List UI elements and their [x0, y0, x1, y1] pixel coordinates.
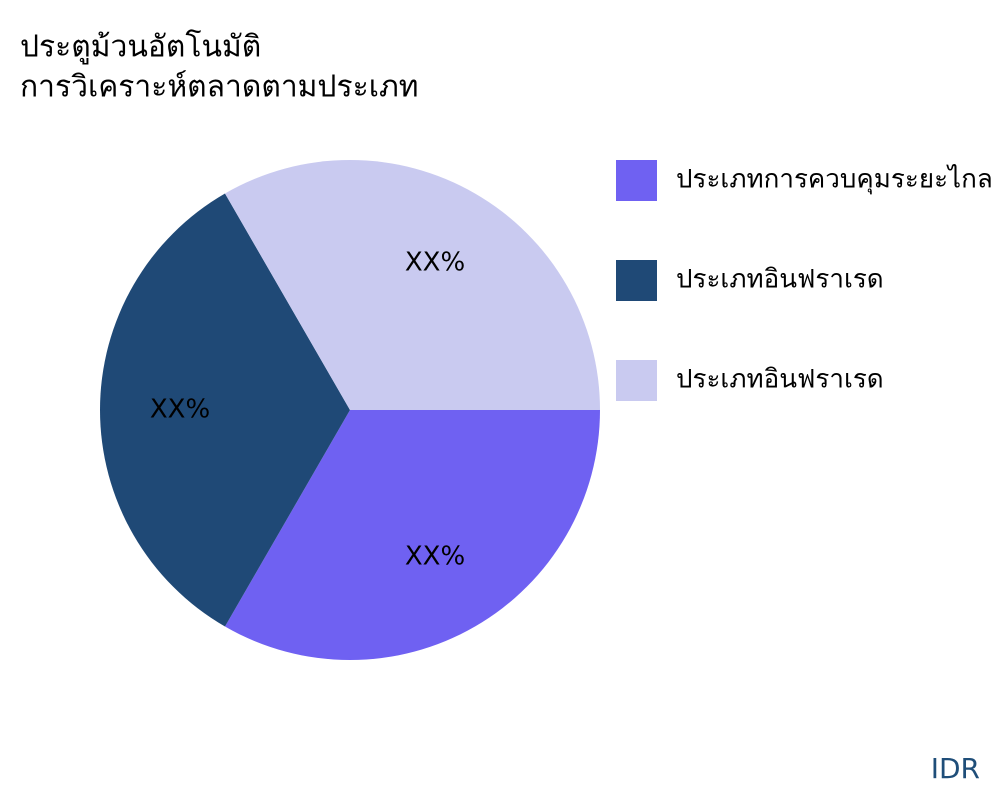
legend-label: ประเภทอินฟราเรด: [676, 265, 884, 295]
legend-swatch: [616, 260, 657, 301]
legend-label: ประเภทอินฟราเรด: [676, 365, 884, 395]
data-label: XX%: [405, 542, 465, 572]
data-label: XX%: [405, 247, 465, 277]
data-label: XX%: [150, 395, 210, 425]
legend-label: ประเภทการควบคุมระยะไกล: [676, 164, 993, 195]
legend-swatch: [616, 360, 657, 401]
chart-title: ประตูม้วนอัตโนมัติ: [20, 29, 261, 65]
legend-swatch: [616, 160, 657, 201]
source-label: IDR: [931, 752, 980, 785]
pie-slice: [225, 160, 600, 410]
pie-slice: [225, 410, 600, 660]
chart-subtitle: การวิเคราะห์ตลาดตามประเภท: [20, 70, 419, 105]
